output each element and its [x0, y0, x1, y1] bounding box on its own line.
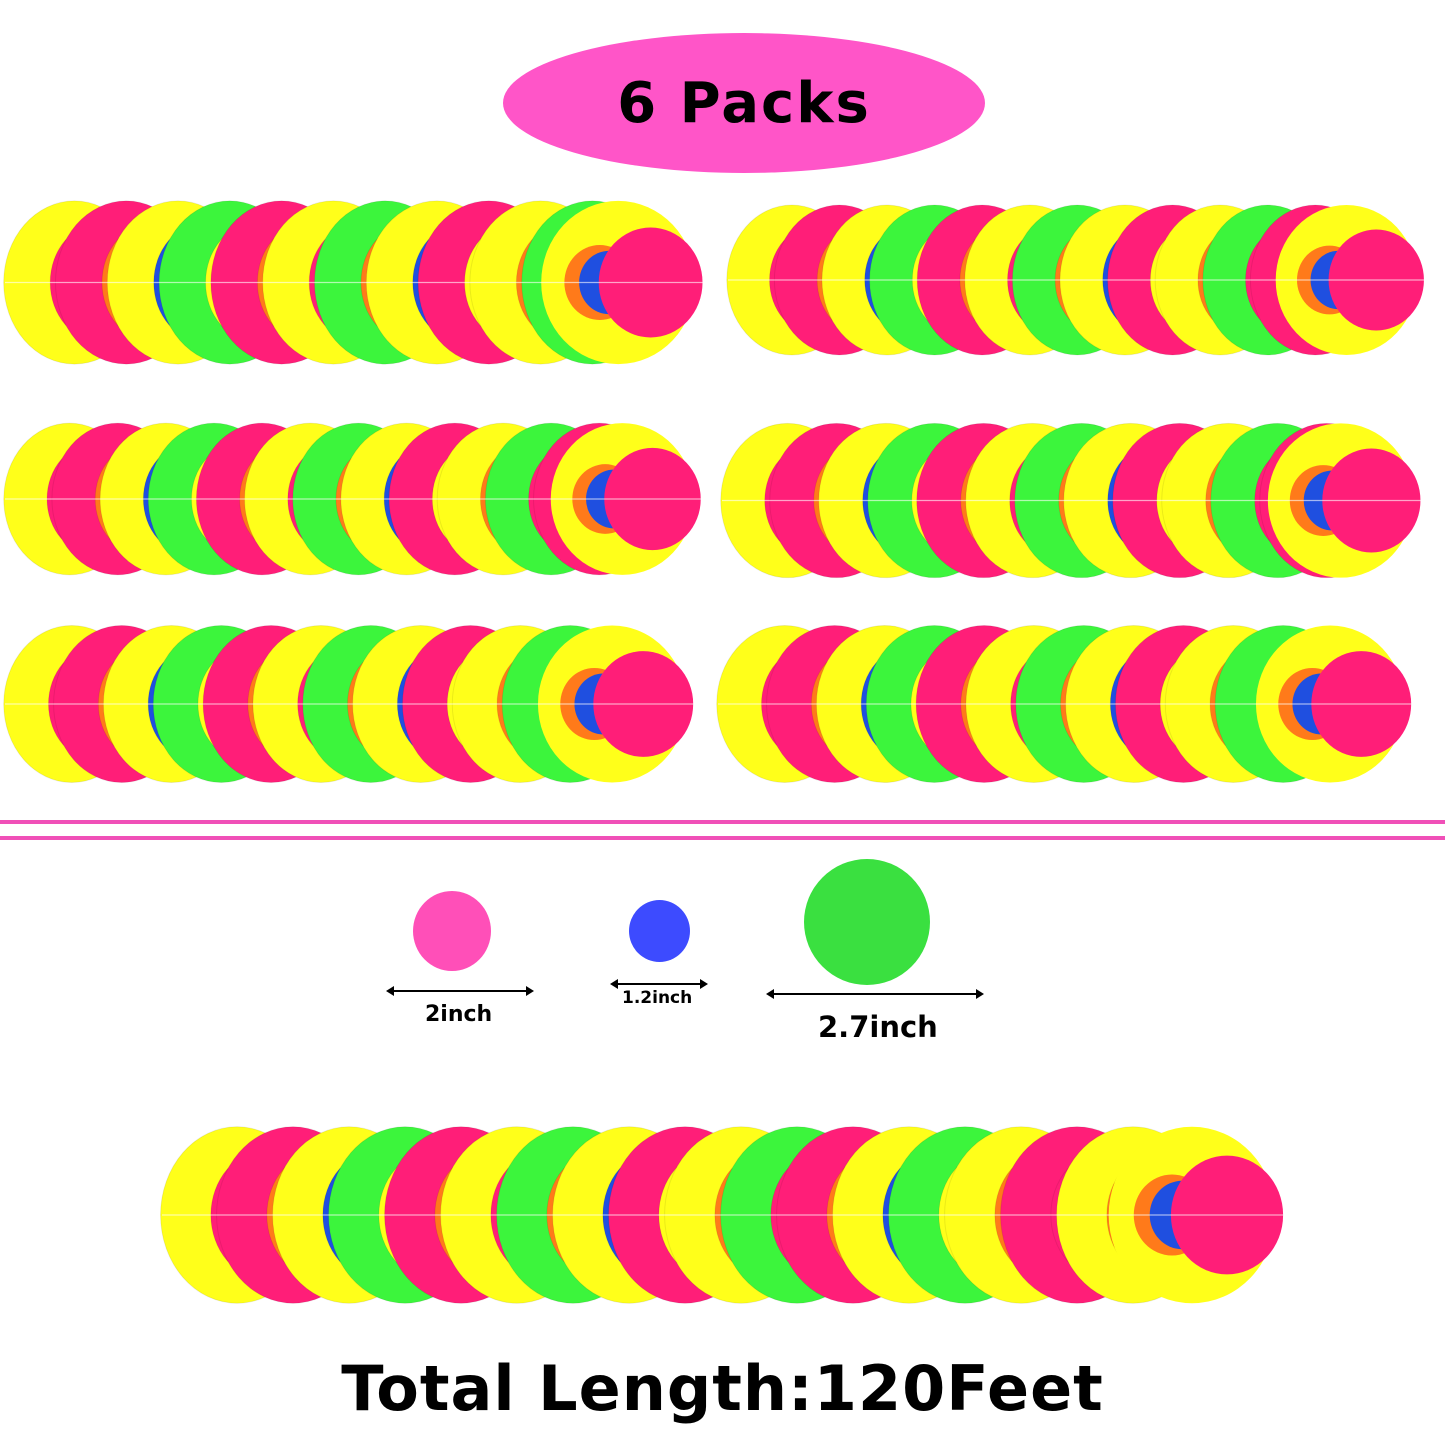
size-arrow-1-2inch — [610, 979, 708, 989]
size-arrow-2-7inch — [766, 989, 984, 999]
total-length-label: Total Length:120Feet — [341, 1352, 1104, 1425]
divider-line-bottom — [0, 836, 1445, 840]
size-label-2-7inch: 2.7inch — [818, 1010, 938, 1044]
size-label-2inch: 2inch — [425, 1002, 493, 1027]
garland-pack-5 — [3, 625, 700, 783]
size-label-1-2inch: 1.2inch — [622, 988, 693, 1008]
size-arrow-2inch — [386, 986, 534, 996]
size-dot-2inch — [413, 891, 491, 971]
garland-pack-1 — [3, 200, 710, 365]
size-dot-2-7inch — [804, 859, 930, 985]
garland-pack-3 — [3, 422, 707, 576]
size-dot-1-2inch — [629, 900, 690, 962]
packs-label: 6 Packs — [617, 70, 871, 136]
divider-line-top — [0, 820, 1445, 824]
garland-pack-7 — [160, 1126, 1292, 1304]
garland-pack-6 — [716, 625, 1418, 783]
garland-pack-2 — [726, 204, 1430, 356]
packs-badge: 6 Packs — [503, 33, 985, 173]
garland-pack-4 — [720, 422, 1427, 579]
